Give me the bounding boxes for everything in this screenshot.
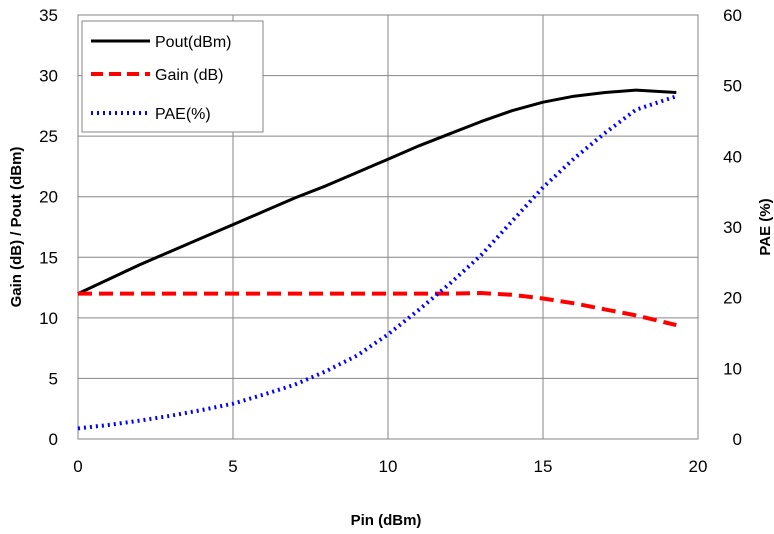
x-tick-label: 0: [73, 457, 82, 476]
y-tick-label: 30: [39, 67, 58, 86]
x-tick-label: 5: [228, 457, 237, 476]
legend-label-pae: PAE(%): [155, 106, 211, 123]
y2-axis-title: PAE (%): [757, 198, 774, 255]
y2-tick-label: 30: [723, 218, 742, 237]
y-tick-label: 15: [39, 248, 58, 267]
y2-tick-label: 0: [733, 430, 742, 449]
y2-tick-label: 50: [723, 77, 742, 96]
y-tick-label: 5: [49, 369, 58, 388]
series-line-pae: [77, 94, 677, 431]
x-tick-label: 20: [689, 457, 708, 476]
y-axis-title: Gain (dB) / Pout (dBm): [8, 147, 25, 308]
legend: Pout(dBm) Gain (dB) PAE(%): [81, 20, 264, 133]
plot-area-border: [77, 14, 699, 440]
series-line-pout-dbm: [77, 88, 677, 295]
x-tick-label: 15: [534, 457, 553, 476]
y2-tick-label: 60: [723, 6, 742, 25]
legend-label-pout: Pout(dBm): [155, 34, 231, 51]
legend-label-gain: Gain (dB): [155, 67, 223, 84]
y2-tick-label: 20: [723, 289, 742, 308]
y2-tick-label: 10: [723, 359, 742, 378]
tick-labels: 0 5 10 15 20 0 5 10 15 20 25 30 35 0 10 20 30 40 50 60: [39, 6, 742, 476]
x-tick-label: 10: [379, 457, 398, 476]
y-tick-label: 25: [39, 127, 58, 146]
y-tick-label: 10: [39, 309, 58, 328]
y2-tick-label: 40: [723, 147, 742, 166]
y-tick-label: 20: [39, 188, 58, 207]
series-layer: [77, 88, 677, 431]
y-tick-label: 35: [39, 6, 58, 25]
x-axis-title: Pin (dBm): [351, 512, 422, 529]
y-tick-label: 0: [49, 430, 58, 449]
series-line-gain-db: [78, 291, 677, 328]
